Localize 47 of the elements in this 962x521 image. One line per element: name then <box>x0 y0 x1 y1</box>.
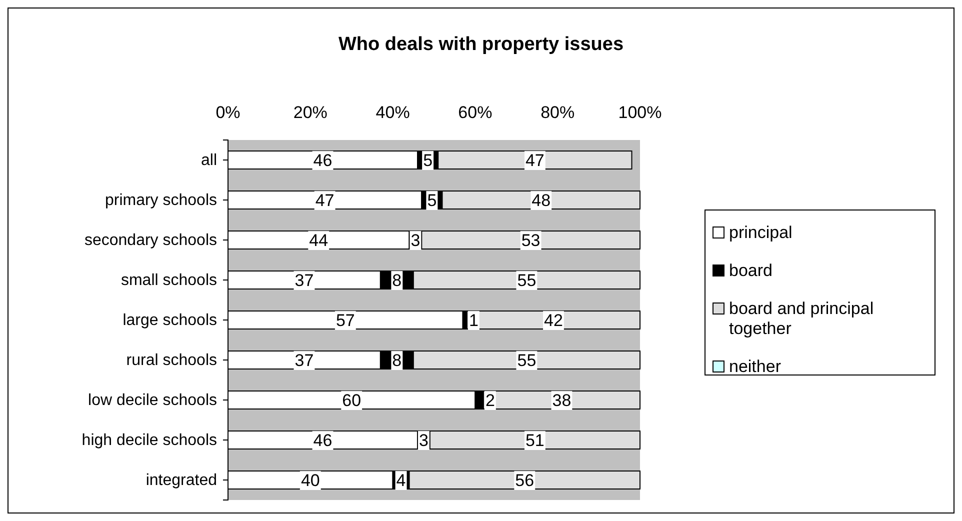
legend-label: board <box>729 261 772 280</box>
y-tick-label: primary schools <box>104 192 217 210</box>
y-tick-label: rural schools <box>126 352 217 370</box>
y-tick-label: secondary schools <box>84 232 217 250</box>
data-label: 8 <box>392 351 402 370</box>
data-label: 5 <box>423 151 433 170</box>
data-label: 37 <box>294 271 314 290</box>
y-tick-label: small schools <box>120 272 217 290</box>
legend-label: neither <box>729 357 782 376</box>
data-label: 56 <box>515 471 534 490</box>
y-tick-label: large schools <box>122 312 217 330</box>
y-tick-label: integrated <box>146 472 217 490</box>
data-label: 47 <box>315 191 334 210</box>
data-label: 55 <box>517 351 536 370</box>
x-tick-label: 80% <box>540 103 575 122</box>
y-tick-label: all <box>200 152 217 170</box>
y-tick-label: low decile schools <box>88 392 217 410</box>
data-label: 46 <box>313 431 332 450</box>
legend-label: principal <box>729 223 792 242</box>
y-tick-label: high decile schools <box>82 432 217 450</box>
data-label: 38 <box>552 391 572 410</box>
legend-label: board and principal together <box>729 299 874 338</box>
data-label: 5 <box>427 191 437 210</box>
data-label: 40 <box>300 471 320 490</box>
data-label: 60 <box>342 391 362 410</box>
x-tick-label: 100% <box>618 103 662 122</box>
data-label: 37 <box>294 351 314 370</box>
data-label: 8 <box>392 271 402 290</box>
data-label: 46 <box>313 151 332 170</box>
x-tick-label: 0% <box>216 103 240 122</box>
data-label: 53 <box>521 231 540 250</box>
data-label: 2 <box>485 391 495 410</box>
data-label: 44 <box>309 231 328 250</box>
x-tick-label: 60% <box>458 103 492 122</box>
x-tick-label: 20% <box>293 103 328 122</box>
data-label: 3 <box>418 431 428 450</box>
data-label: 55 <box>517 271 536 290</box>
data-label: 48 <box>532 191 551 210</box>
data-label: 42 <box>544 311 563 330</box>
data-label: 51 <box>525 431 544 450</box>
data-label: 3 <box>410 231 420 250</box>
chart-title: Who deals with property issues <box>338 34 624 55</box>
data-label: 47 <box>525 151 544 170</box>
data-label: 4 <box>396 471 406 490</box>
data-label: 1 <box>468 311 478 330</box>
data-label: 57 <box>336 311 355 330</box>
x-tick-label: 40% <box>376 103 410 122</box>
